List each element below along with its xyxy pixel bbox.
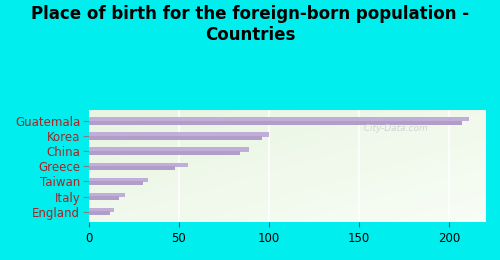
- Text: Place of birth for the foreign-born population -
Countries: Place of birth for the foreign-born popu…: [31, 5, 469, 44]
- Bar: [88, 147, 249, 152]
- Bar: [88, 208, 114, 212]
- Bar: [88, 211, 110, 216]
- Bar: [88, 121, 462, 125]
- Bar: [88, 196, 119, 200]
- Bar: [88, 166, 175, 170]
- Bar: [88, 178, 148, 182]
- Bar: [88, 151, 240, 155]
- Bar: [88, 136, 262, 140]
- Bar: [88, 181, 142, 185]
- Bar: [88, 117, 469, 121]
- Bar: [88, 193, 124, 197]
- Text: City-Data.com: City-Data.com: [358, 124, 428, 133]
- Bar: [88, 132, 269, 136]
- Bar: [88, 162, 188, 167]
